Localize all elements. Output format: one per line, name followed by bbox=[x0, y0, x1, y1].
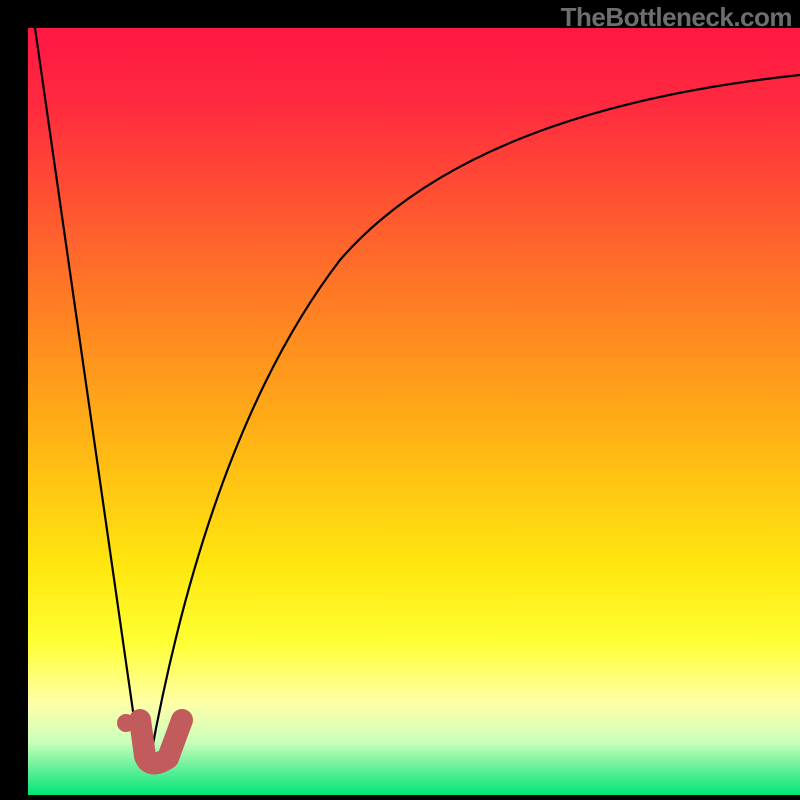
chart-svg bbox=[0, 0, 800, 800]
watermark-text: TheBottleneck.com bbox=[561, 2, 792, 33]
marker-dot bbox=[117, 714, 135, 732]
gradient-plot-area bbox=[28, 28, 800, 795]
chart-container: TheBottleneck.com bbox=[0, 0, 800, 800]
